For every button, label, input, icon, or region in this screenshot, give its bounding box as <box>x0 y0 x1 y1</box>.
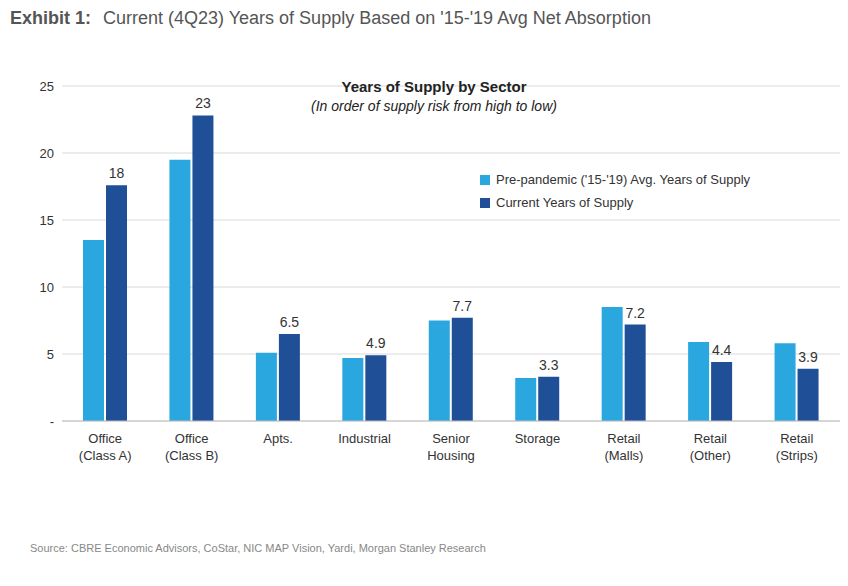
svg-text:15: 15 <box>40 213 54 228</box>
svg-text:5: 5 <box>47 347 54 362</box>
svg-text:6.5: 6.5 <box>280 314 300 330</box>
svg-text:Retail(Malls): Retail(Malls) <box>604 431 643 463</box>
svg-text:3.9: 3.9 <box>798 349 818 365</box>
svg-text:7.2: 7.2 <box>625 305 645 321</box>
svg-text:3.3: 3.3 <box>539 357 559 373</box>
svg-text:18: 18 <box>109 165 125 181</box>
svg-text:Industrial: Industrial <box>338 431 391 446</box>
svg-text:23: 23 <box>195 95 211 111</box>
svg-text:7.7: 7.7 <box>453 298 473 314</box>
svg-text:Retail(Other): Retail(Other) <box>690 431 731 463</box>
svg-text:Storage: Storage <box>515 431 561 446</box>
svg-text:4.9: 4.9 <box>366 335 386 351</box>
svg-text:20: 20 <box>40 146 54 161</box>
svg-text:Apts.: Apts. <box>263 431 293 446</box>
svg-text:-: - <box>50 414 54 429</box>
html-text:Years of Supply by Sector: Years of Supply by Sector <box>341 78 527 95</box>
svg-text:Office(Class A): Office(Class A) <box>79 431 132 463</box>
svg-text:25: 25 <box>40 79 54 94</box>
svg-text:Office(Class B): Office(Class B) <box>165 431 218 463</box>
html-text:Source: CBRE Economic Advisors: Source: CBRE Economic Advisors, CoStar, … <box>30 542 486 554</box>
html-text:(In order of supply risk from: (In order of supply risk from high to lo… <box>311 98 557 114</box>
svg-text:10: 10 <box>40 280 54 295</box>
html-text:Pre-pandemic ('15-'19) Avg. Ye: Pre-pandemic ('15-'19) Avg. Years of Sup… <box>496 172 750 187</box>
html-text:Exhibit 1:: Exhibit 1: <box>10 8 91 28</box>
svg-text:SeniorHousing: SeniorHousing <box>427 431 475 463</box>
html-text:Current (4Q23) Years of Supply: Current (4Q23) Years of Supply Based on … <box>103 8 651 28</box>
svg-text:4.4: 4.4 <box>712 342 732 358</box>
html-text:Current Years of Supply: Current Years of Supply <box>496 195 634 210</box>
svg-text:Retail(Strips): Retail(Strips) <box>776 431 818 463</box>
